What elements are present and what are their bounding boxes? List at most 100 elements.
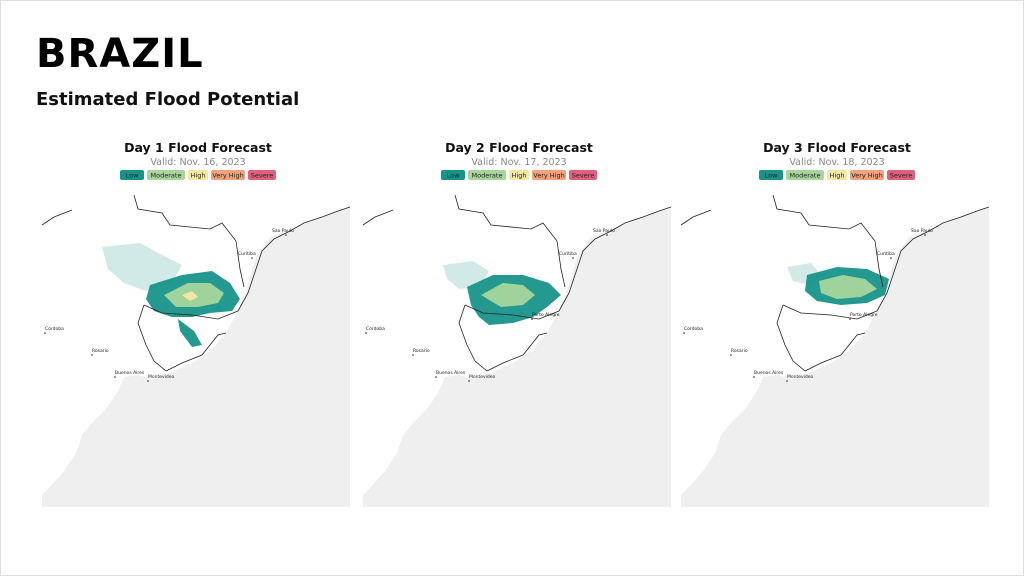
city-label: Montevideo <box>469 374 496 380</box>
city-dot <box>114 376 116 378</box>
legend-label: Moderate <box>472 172 503 180</box>
border <box>782 304 878 320</box>
border <box>137 304 167 372</box>
border <box>772 194 884 288</box>
city-label: Curitiba <box>238 251 256 257</box>
city-label: Sao Paulo <box>911 228 933 234</box>
legend-swatch <box>887 170 915 180</box>
legend-swatch <box>569 170 597 180</box>
border <box>41 209 73 226</box>
border <box>458 304 488 372</box>
city-label: Sao Paulo <box>272 228 294 234</box>
legend-swatch <box>120 170 144 180</box>
city-dot <box>435 376 437 378</box>
city-dot <box>683 332 685 334</box>
legend-swatch <box>786 170 824 180</box>
legend-swatch <box>441 170 465 180</box>
legend-label: Low <box>447 172 460 180</box>
legend-label: Moderate <box>151 172 182 180</box>
legend-label: Low <box>765 172 778 180</box>
map: Sao Paulo Curitiba Cordoba Rosario Buenos Ai… <box>362 194 672 507</box>
flood-area <box>182 291 198 301</box>
border <box>133 194 245 288</box>
land <box>363 195 671 495</box>
panel-valid-date: Valid: Nov. 17, 2023 <box>471 157 566 168</box>
city-label: Porto Alegre <box>850 312 878 318</box>
city-label: Sao Paulo <box>593 228 615 234</box>
legend-swatch <box>211 170 245 180</box>
city-dot <box>44 332 46 334</box>
flood-area <box>443 261 489 289</box>
city-label: Rosario <box>413 348 430 354</box>
border <box>804 332 866 372</box>
legend-label: High <box>512 172 527 180</box>
border <box>237 206 351 312</box>
border <box>486 332 548 372</box>
panel-valid-date: Valid: Nov. 18, 2023 <box>789 157 884 168</box>
city-dot <box>531 318 533 320</box>
legend-label: Severe <box>890 172 913 180</box>
slide-subtitle: Estimated Flood Potential <box>36 89 299 110</box>
city-label: Buenos Aires <box>754 370 784 376</box>
city-dot <box>572 257 574 259</box>
border <box>362 209 394 226</box>
city-dot <box>924 234 926 236</box>
city-label: Cordoba <box>45 326 64 332</box>
city-dot <box>285 234 287 236</box>
city-dot <box>468 380 470 382</box>
legend-swatch <box>759 170 783 180</box>
legend-label: Moderate <box>790 172 821 180</box>
city-dot <box>730 354 732 356</box>
border <box>558 206 672 312</box>
legend-label: Severe <box>572 172 595 180</box>
city-dot <box>91 354 93 356</box>
land <box>681 195 989 495</box>
city-label: Rosario <box>731 348 748 354</box>
city-label: Cordoba <box>684 326 703 332</box>
city-dot <box>365 332 367 334</box>
legend-label: Very High <box>851 172 882 180</box>
city-dot <box>849 318 851 320</box>
border <box>454 194 566 288</box>
city-label: Cordoba <box>366 326 385 332</box>
flood-area <box>481 283 535 307</box>
city-dot <box>147 380 149 382</box>
city-label: Rosario <box>92 348 109 354</box>
city-label: Buenos Aires <box>115 370 145 376</box>
map: Sao Paulo Curitiba Cordoba Rosario Buenos Ai… <box>41 194 351 507</box>
legend-swatch <box>532 170 566 180</box>
legend-swatch <box>827 170 847 180</box>
city-dot <box>412 354 414 356</box>
legend-swatch <box>248 170 276 180</box>
panel-title: Day 3 Flood Forecast <box>763 140 911 155</box>
border <box>776 304 806 372</box>
slide-title: BRAZIL <box>36 31 204 77</box>
city-label: Curitiba <box>877 251 895 257</box>
city-label: Buenos Aires <box>436 370 466 376</box>
city-label: Montevideo <box>148 374 175 380</box>
legend-label: High <box>191 172 206 180</box>
legend-label: Low <box>126 172 139 180</box>
city-dot <box>786 380 788 382</box>
panel-title: Day 1 Flood Forecast <box>124 140 272 155</box>
border <box>680 209 712 226</box>
map: Sao Paulo Curitiba Cordoba Rosario Buenos Ai… <box>680 194 990 507</box>
legend-swatch <box>509 170 529 180</box>
city-label: Montevideo <box>787 374 814 380</box>
legend-label: Very High <box>533 172 564 180</box>
city-label: Curitiba <box>559 251 577 257</box>
city-label: Porto Alegre <box>532 312 560 318</box>
legend-swatch <box>188 170 208 180</box>
flood-area <box>819 275 877 299</box>
border <box>143 304 239 320</box>
border <box>165 332 227 372</box>
panel-title: Day 2 Flood Forecast <box>445 140 593 155</box>
border <box>464 304 560 320</box>
panel-valid-date: Valid: Nov. 16, 2023 <box>150 157 245 168</box>
legend-swatch <box>147 170 185 180</box>
legend-label: High <box>830 172 845 180</box>
border <box>876 206 990 312</box>
legend-label: Very High <box>212 172 243 180</box>
legend-swatch <box>468 170 506 180</box>
